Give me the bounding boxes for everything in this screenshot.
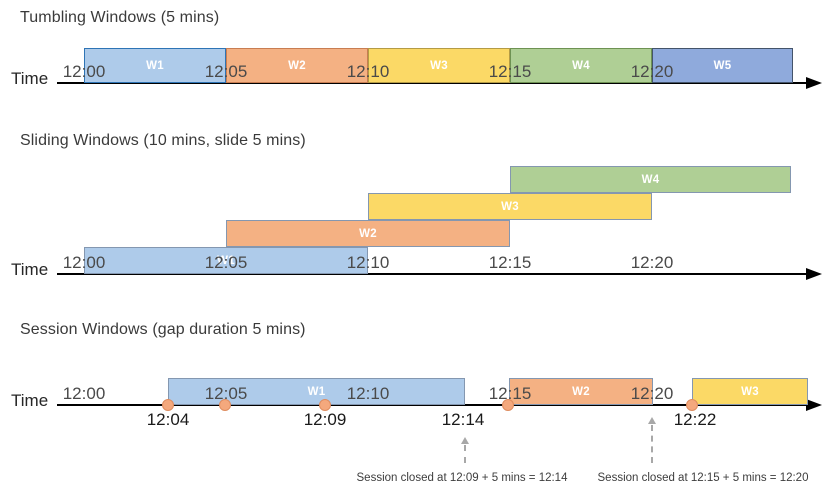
- axis-tick-label: 12:15: [488, 253, 532, 272]
- axis-tick-label: 12:05: [204, 384, 248, 403]
- axis-arrowhead-icon: [806, 399, 822, 411]
- session-window-label: W1: [307, 385, 326, 398]
- event-dot: [162, 399, 174, 411]
- time-axis-label: Time: [11, 260, 49, 279]
- section-title: Sliding Windows (10 mins, slide 5 mins): [20, 132, 306, 149]
- session-window-label: W2: [572, 385, 590, 398]
- session-window-label: W3: [741, 385, 759, 398]
- time-axis-line: [57, 404, 809, 406]
- session-window-w1: W1: [168, 378, 465, 405]
- axis-tick-label: 12:05: [204, 62, 248, 81]
- axis-tick-label: 12:10: [346, 62, 390, 81]
- tumbling-window-w5: W5: [652, 48, 793, 83]
- sliding-window-w1: W1: [84, 247, 368, 274]
- sliding-window-label: W4: [641, 173, 660, 186]
- event-time-label: 12:04: [146, 410, 190, 429]
- event-dot: [502, 399, 514, 411]
- time-axis-line: [57, 273, 809, 275]
- sliding-window-w2: W2: [226, 220, 510, 247]
- event-time-label: 12:22: [673, 410, 717, 429]
- tumbling-window-w2: W2: [226, 48, 368, 83]
- tumbling-window-label: W3: [430, 59, 448, 72]
- axis-tick-label: 12:20: [630, 62, 674, 81]
- sliding-window-label: W3: [501, 200, 519, 213]
- tumbling-window-w1: W1: [84, 48, 226, 83]
- sliding-window-label: W1: [217, 254, 235, 267]
- callout-arrow-line: [464, 445, 466, 463]
- session-window-w2: W2: [509, 378, 653, 405]
- tumbling-window-label: W4: [572, 59, 590, 72]
- tumbling-window-label: W1: [146, 59, 164, 72]
- sliding-window-label: W2: [359, 227, 377, 240]
- section-title: Tumbling Windows (5 mins): [20, 9, 220, 26]
- session-window-w3: W3: [692, 378, 808, 405]
- tumbling-window-w3: W3: [368, 48, 510, 83]
- event-dot: [219, 399, 231, 411]
- sliding-window-w3: W3: [368, 193, 652, 220]
- axis-tick-label: 12:15: [488, 62, 532, 81]
- axis-tick-label: 12:20: [630, 253, 674, 272]
- axis-tick-label: 12:00: [62, 384, 106, 403]
- time-axis-label: Time: [11, 69, 49, 88]
- callout-annotation: Session closed at 12:15 + 5 mins = 12:20: [597, 472, 809, 484]
- axis-tick-label: 12:10: [346, 253, 390, 272]
- callout-arrow-icon: [461, 437, 469, 444]
- callout-arrow-icon: [648, 417, 656, 424]
- tumbling-window-label: W2: [288, 59, 306, 72]
- tumbling-window-w4: W4: [510, 48, 652, 83]
- sliding-window-w4: W4: [510, 166, 791, 193]
- axis-arrowhead-icon: [806, 77, 822, 89]
- time-axis-label: Time: [11, 391, 49, 410]
- axis-tick-label: 12:00: [62, 253, 106, 272]
- axis-arrowhead-icon: [806, 268, 822, 280]
- time-axis-line: [57, 82, 809, 84]
- event-time-label: 12:14: [441, 410, 485, 429]
- axis-tick-label: 12:20: [630, 384, 674, 403]
- tumbling-window-label: W5: [713, 59, 732, 72]
- axis-tick-label: 12:00: [62, 62, 106, 81]
- callout-arrow-line: [651, 425, 653, 463]
- axis-tick-label: 12:05: [204, 253, 248, 272]
- event-dot: [319, 399, 331, 411]
- axis-tick-label: 12:10: [346, 384, 390, 403]
- section-title: Session Windows (gap duration 5 mins): [20, 321, 306, 338]
- event-dot: [686, 399, 698, 411]
- axis-tick-label: 12:15: [488, 384, 532, 403]
- event-time-label: 12:09: [303, 410, 347, 429]
- callout-annotation: Session closed at 12:09 + 5 mins = 12:14: [356, 472, 568, 484]
